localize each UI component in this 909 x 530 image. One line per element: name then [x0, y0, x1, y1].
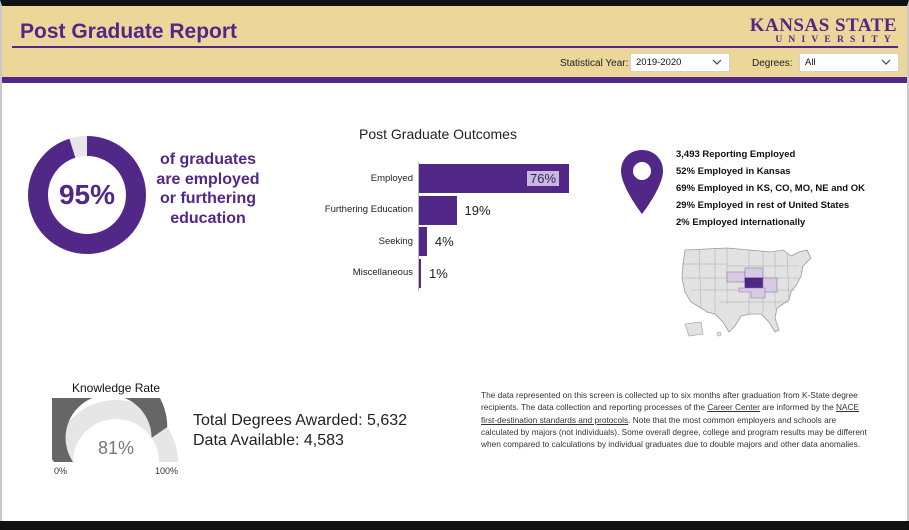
outcome-value-label: 1%	[429, 265, 448, 281]
header-accent-bar	[2, 77, 907, 83]
alaska-state	[684, 321, 704, 337]
employment-percent: 95%	[58, 179, 116, 210]
outcome-value-label: 76%	[527, 171, 560, 186]
caption-line: or furthering	[160, 190, 256, 207]
gauge-max-label: 100%	[155, 466, 179, 476]
us-map	[681, 247, 812, 337]
knowledge-rate-gauge	[52, 398, 178, 462]
gauge-min-label: 0%	[54, 466, 68, 476]
employment-location-stats: 3,493 Reporting Employed 52% Employed in…	[676, 146, 865, 231]
note-text: The data represented on this screen is c…	[481, 390, 858, 413]
note-text: are informed by the	[759, 402, 836, 413]
stat-line: 52% Employed in Kansas	[676, 166, 791, 177]
page-title: Post Graduate Report	[20, 20, 238, 43]
caption-line: education	[170, 209, 246, 227]
note-text: . Note that the most common employers an…	[481, 414, 867, 450]
degree-totals: Total Degrees Awarded: 5,632 Data Availa…	[193, 411, 407, 451]
missouri-state	[762, 277, 778, 293]
donut-chart	[28, 136, 146, 254]
degrees-select[interactable]: All	[799, 53, 899, 72]
stat-line: 2% Employed internationally	[676, 217, 806, 228]
oklahoma-state	[738, 287, 766, 299]
donut-fill	[28, 136, 146, 254]
kansas-state	[744, 277, 764, 289]
gauge-fill	[52, 398, 168, 462]
chevron-down-icon	[881, 59, 891, 65]
university-logo: KANSAS STATE UNIVERSITY	[750, 15, 897, 45]
degrees-select-value: All	[805, 57, 816, 68]
career-center-link[interactable]: Career Center	[707, 402, 760, 413]
logo-wordmark: KANSAS STATE	[749, 15, 897, 36]
outcome-value-label: 4%	[434, 234, 454, 249]
logo-subtext: UNIVERSITY	[775, 35, 897, 45]
outcome-bar[interactable]	[419, 258, 421, 288]
employment-donut: 95%	[26, 134, 148, 256]
year-select[interactable]: 2019-2020	[630, 53, 730, 72]
chevron-down-icon	[712, 59, 722, 65]
nace-standards-link[interactable]: NACE first-destination standards and pro…	[481, 402, 860, 425]
nebraska-state	[744, 267, 764, 279]
degrees-filter-label: Degrees:	[752, 58, 793, 69]
footer-bar	[0, 521, 909, 530]
hawaii-state	[716, 331, 722, 337]
stat-line: 3,493 Reporting Employed	[676, 149, 796, 160]
data-available: Data Available: 4,583	[193, 432, 344, 449]
outcome-category-label: Miscellaneous	[352, 267, 413, 278]
colorado-state	[726, 271, 746, 283]
knowledge-rate-value: 81%	[97, 438, 135, 458]
stat-line: 29% Employed in rest of United States	[676, 200, 850, 211]
stat-line: 69% Employed in KS, CO, MO, NE and OK	[676, 183, 865, 194]
bar-axis	[418, 162, 419, 291]
outcome-category-label: Furthering Education	[324, 204, 413, 215]
outcome-bar[interactable]	[419, 227, 427, 256]
year-select-value: 2019-2020	[636, 57, 682, 68]
caption-line: are employed	[156, 170, 260, 188]
total-degrees-awarded: Total Degrees Awarded: 5,632	[193, 412, 408, 429]
data-disclaimer: The data represented on this screen is c…	[481, 389, 873, 450]
outcome-category-label: Employed	[370, 172, 413, 184]
report-header: Post Graduate Report KANSAS STATE UNIVER…	[2, 6, 907, 77]
outcomes-chart-title: Post Graduate Outcomes	[359, 126, 517, 142]
state-borders	[683, 248, 799, 314]
outcome-value-label: 19%	[464, 202, 491, 218]
caption-line: of graduates	[159, 151, 256, 168]
title-divider	[12, 46, 898, 48]
knowledge-rate-title: Knowledge Rate	[72, 381, 161, 395]
location-pin-icon	[621, 150, 663, 214]
employment-caption: of graduates are employed or furthering …	[148, 150, 268, 228]
year-filter-label: Statistical Year:	[560, 58, 629, 69]
outcome-bar[interactable]	[419, 195, 457, 225]
outcome-category-label: Seeking	[378, 235, 413, 247]
